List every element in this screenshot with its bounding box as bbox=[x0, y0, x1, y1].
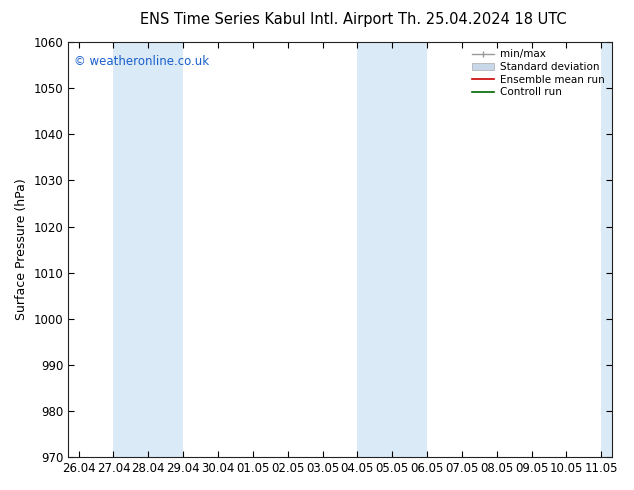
Y-axis label: Surface Pressure (hPa): Surface Pressure (hPa) bbox=[15, 179, 28, 320]
Bar bbox=[113, 42, 148, 457]
Text: Th. 25.04.2024 18 UTC: Th. 25.04.2024 18 UTC bbox=[398, 12, 566, 27]
Bar bbox=[148, 42, 183, 457]
Bar bbox=[392, 42, 427, 457]
Text: ENS Time Series Kabul Intl. Airport: ENS Time Series Kabul Intl. Airport bbox=[139, 12, 393, 27]
Legend: min/max, Standard deviation, Ensemble mean run, Controll run: min/max, Standard deviation, Ensemble me… bbox=[469, 47, 607, 99]
Bar bbox=[601, 42, 619, 457]
Bar bbox=[358, 42, 392, 457]
Text: © weatheronline.co.uk: © weatheronline.co.uk bbox=[74, 54, 209, 68]
